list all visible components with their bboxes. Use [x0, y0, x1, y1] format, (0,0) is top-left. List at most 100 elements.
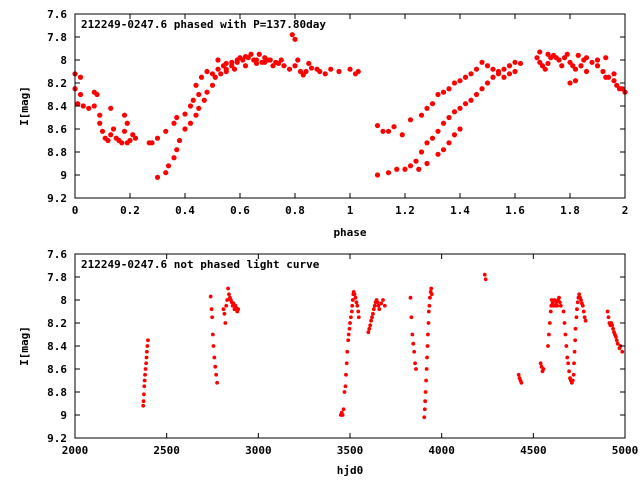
phased-data-point [218, 71, 224, 77]
phased-data-point [446, 140, 452, 146]
unphased-data-point [558, 300, 562, 305]
unphased-data-point [423, 399, 428, 404]
phased-data-point [495, 71, 502, 77]
phased-data-point [468, 71, 474, 77]
phased-data-point [163, 128, 169, 134]
phased-data-point [484, 63, 491, 69]
phased-data-point [281, 63, 287, 69]
unphased-x-tick-label: 2000 [62, 444, 89, 457]
unphased-data-point [222, 311, 227, 316]
phased-data-point [435, 151, 441, 157]
phased-data-point [413, 158, 419, 164]
phased-data-point [589, 59, 595, 65]
phased-data-point [174, 114, 180, 121]
phased-data-point [198, 74, 205, 80]
unphased-data-point [348, 321, 352, 325]
phased-data-point [273, 59, 279, 65]
phased-data-point [385, 170, 392, 176]
phased-data-point [402, 166, 408, 172]
unphased-data-point [613, 334, 618, 339]
unphased-y-tick-label: 8.6 [47, 363, 67, 376]
unphased-data-point [605, 309, 610, 314]
phased-data-point [537, 49, 543, 55]
unphased-data-point [350, 303, 355, 308]
unphased-data-point [577, 292, 582, 297]
phased-data-point [75, 101, 81, 107]
phased-data-point [457, 126, 463, 132]
phased-data-point [575, 52, 581, 59]
phased-data-point [490, 74, 496, 80]
phased-data-point [289, 32, 295, 38]
unphased-axis-ticks: 2000 2500 3000 3500 4000 4500 5000 7.6 7.8 8 8.2 8.… [47, 248, 638, 457]
phased-data-point [506, 71, 513, 77]
unphased-data-point [482, 272, 487, 277]
unphased-x-tick-label: 2500 [153, 444, 180, 457]
unphased-data-point [423, 390, 428, 394]
unphased-y-tick-label: 9 [60, 409, 67, 422]
unphased-x-axis-label: hjd0 [337, 464, 364, 477]
phased-data-point [242, 63, 249, 69]
unphased-data-point [483, 277, 488, 282]
unphased-data-point [142, 384, 147, 389]
unphased-data-point [414, 367, 418, 371]
phased-data-point [182, 111, 188, 117]
unphased-data-point [210, 332, 215, 337]
phased-data-point [429, 101, 436, 107]
unphased-data-point [582, 315, 587, 320]
phased-data-point [165, 163, 172, 169]
phased-data-point [424, 105, 430, 111]
unphased-data-point [574, 315, 579, 320]
unphased-data-point [144, 355, 149, 360]
phased-data-point [212, 74, 218, 80]
phased-data-point [468, 97, 474, 103]
phased-data-point [97, 112, 103, 118]
phased-data-point [292, 36, 298, 42]
phased-data-point [424, 160, 430, 167]
phased-data-point [187, 120, 194, 126]
unphased-data-point [411, 341, 416, 346]
phased-x-tick-label: 0.6 [230, 204, 250, 217]
phased-data-point [176, 137, 183, 144]
phased-x-tick-label: 1.8 [560, 204, 580, 217]
unphased-x-tick-label: 4500 [520, 444, 547, 457]
unphased-data-point [427, 303, 432, 308]
phased-data-point [193, 112, 199, 118]
unphased-data-point [342, 390, 347, 394]
phased-y-tick-label: 8.8 [47, 146, 67, 159]
unphased-y-axis-label: I[mag] [18, 326, 31, 366]
unphased-data-point [557, 295, 561, 300]
unphased-data-point [143, 367, 148, 371]
unphased-data-point [561, 309, 566, 314]
unphased-data-point [575, 307, 579, 312]
unphased-data-point [141, 403, 146, 408]
phased-data-point [253, 60, 260, 67]
phased-data-point [479, 86, 485, 92]
unphased-x-tick-label: 4000 [428, 444, 455, 457]
unphased-data-point [141, 399, 146, 404]
phased-data-point [204, 68, 210, 75]
phased-data-point [619, 86, 625, 92]
phased-data-point [355, 68, 361, 75]
phased-data-point [424, 140, 430, 146]
unphased-y-tick-label: 8.8 [47, 386, 67, 399]
unphased-data-point [422, 407, 427, 412]
phased-data-point [594, 63, 601, 69]
unphased-data-point [424, 367, 429, 371]
unphased-y-tick-label: 8.4 [47, 340, 67, 353]
phased-x-tick-label: 0 [72, 204, 79, 217]
unphased-data-point [142, 392, 146, 397]
unphased-data-point [340, 413, 345, 417]
phased-data-point [127, 137, 133, 144]
unphased-data-point [426, 332, 430, 337]
unphased-data-point [210, 315, 215, 320]
phased-data-point [501, 74, 507, 80]
phased-data-point [451, 80, 458, 86]
phased-data-point [286, 66, 293, 72]
phased-axis-ticks: 0 0.2 0.4 0.6 0.8 1 1.2 1.4 1.6 1.8 2 7.6 7.8 8 8.2 8.4… [47, 8, 628, 217]
unphased-data-point [381, 298, 385, 302]
phased-data-point [545, 51, 551, 57]
phased-data-point [407, 163, 414, 169]
phased-data-point [603, 55, 609, 61]
phased-data-point [611, 71, 617, 77]
